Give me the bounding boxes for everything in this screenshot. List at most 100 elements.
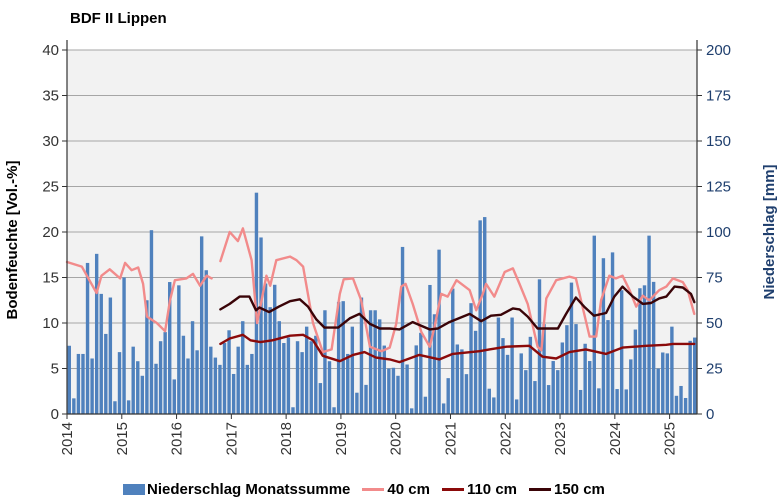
precip-bar [437,249,441,414]
precip-bar [268,307,272,414]
legend-item-40cm: 40 cm [362,481,430,498]
y-tick-label-right: 125 [706,179,731,196]
x-tick-label: 2025 [662,422,679,455]
precip-bar [81,353,85,414]
precip-bar [113,401,117,414]
precip-bar [483,217,487,414]
precip-bar [391,367,396,414]
precip-bar [218,364,222,414]
precip-bar [546,385,551,414]
precip-bar [163,332,167,414]
x-tick-label: 2020 [388,422,405,455]
precip-bar [177,285,181,414]
y-tick-label-left: 5 [51,361,59,378]
precip-bar [136,361,140,414]
precip-bar [259,237,263,414]
precip-bar [519,353,523,414]
precip-bar [665,353,670,414]
precip-bar [578,389,583,414]
precip-bar [409,408,414,414]
y-tick-label-left: 35 [42,88,59,105]
y-tick-label-right: 75 [706,270,723,287]
x-tick-label: 2021 [442,422,459,455]
precip-bar [172,379,176,414]
precip-bar [213,357,218,414]
precip-bar [295,341,300,414]
precip-bar [583,343,587,414]
y-tick-label-right: 175 [706,88,731,105]
precip-bar [451,288,455,414]
legend-swatch-40cm [362,488,385,491]
precip-bar [601,258,606,414]
precip-bar [651,281,656,414]
soil-moisture-40cm-line [219,227,696,354]
precip-bar [209,346,213,414]
precip-bar [378,319,382,414]
precip-bar [674,395,679,414]
precip-bar [610,252,615,414]
y-tick-label-left: 0 [51,406,59,423]
x-tick-label: 2016 [169,422,186,455]
precip-bar [432,314,437,414]
precip-bar [469,303,473,414]
precip-bar [510,317,514,414]
precip-bar [158,341,163,414]
precip-bar [683,397,688,414]
precip-bar [72,398,76,414]
precip-bar [414,345,418,414]
precip-bar [273,284,277,414]
precip-bar [181,335,186,414]
precip-bar [588,361,592,414]
precip-bar [387,368,391,414]
y-axis-label-left: Bodenfeuchte [Vol.-%] [4,161,21,320]
precip-bar [327,361,332,414]
precip-bar [679,385,683,414]
precip-bar [693,337,697,414]
precip-bar [241,321,245,414]
precip-bar [565,325,569,414]
precip-bar [528,336,533,414]
y-tick-label-left: 20 [42,224,59,241]
precip-bar [569,282,574,414]
x-tick-label: 2023 [552,422,569,455]
precip-bar [104,333,108,414]
precip-bar [336,301,341,414]
y-tick-label-right: 25 [706,361,723,378]
precip-bar [90,358,94,414]
precip-bar [99,293,103,414]
precip-bar [131,346,135,414]
precip-bar [405,364,409,414]
y-tick-label-left: 30 [42,133,59,150]
precip-bar [154,363,158,414]
precip-bar [168,282,172,414]
precip-bar [364,384,368,414]
precip-bar [428,284,432,414]
precip-bar [67,345,71,414]
y-tick-label-right: 100 [706,224,731,241]
precip-bar [542,324,546,414]
precip-bar [505,354,510,414]
precip-bar [624,389,628,414]
precip-bar [368,310,373,414]
precip-bar [350,326,355,414]
precip-bar [460,349,464,414]
soil-moisture-110cm-line [219,333,696,364]
precip-bar [85,262,90,414]
precip-bar [487,388,491,414]
legend: Niederschlag Monatssumme 40 cm 110 cm 15… [123,481,617,498]
precip-bar [419,332,423,414]
precip-bar [304,326,309,414]
precip-bar [314,335,318,414]
precip-bar [355,392,359,414]
x-tick-label: 2017 [223,422,240,455]
precip-bar [382,345,386,414]
precip-bar [149,230,154,414]
precip-bar [656,368,660,414]
chart-title: BDF II Lippen [70,10,167,27]
precip-bar [670,326,674,414]
precip-bar [332,407,336,414]
precip-bar [282,343,286,414]
precip-bar [396,375,400,414]
y-tick-label-right: 150 [706,133,731,150]
precip-bar [633,329,638,414]
